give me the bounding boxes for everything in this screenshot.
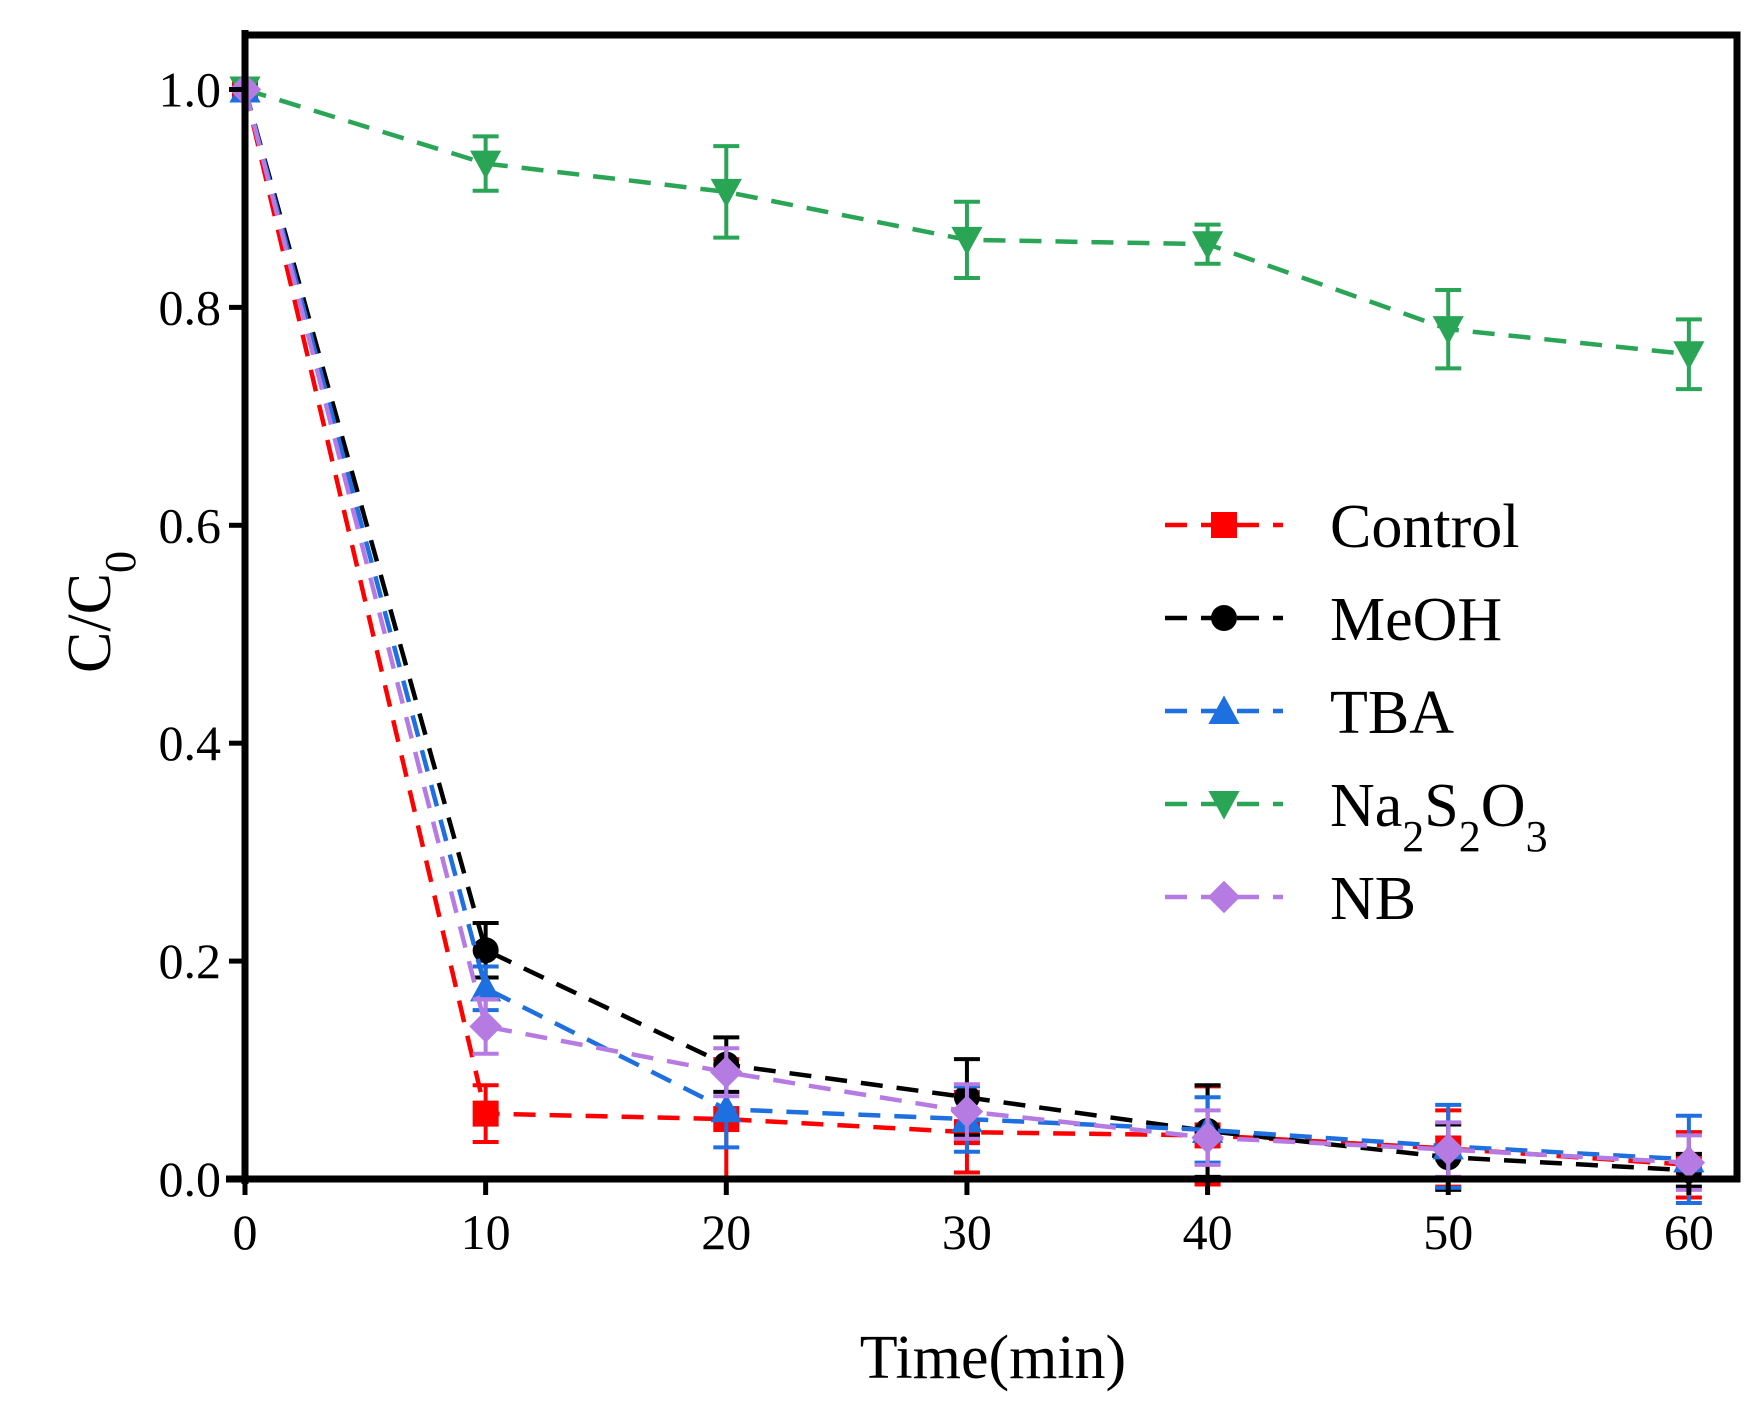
- x-ticks: 0 10 20 30 40 50 60: [233, 1179, 1714, 1260]
- tba-point: [710, 1093, 742, 1123]
- y-tick-label: 0.8: [159, 279, 222, 335]
- na2s2o3-point: [1432, 316, 1464, 345]
- na2s2o3-point: [710, 178, 742, 208]
- meoh-point: [472, 937, 499, 964]
- y-tick-label: 0.2: [159, 933, 222, 989]
- legend-label: Control: [1330, 493, 1519, 561]
- nb-point: [1431, 1133, 1465, 1166]
- x-tick-label: 50: [1423, 1204, 1473, 1260]
- series-nb: [228, 73, 1706, 1192]
- x-tick-label: 0: [233, 1204, 258, 1260]
- x-tick-label: 10: [461, 1204, 511, 1260]
- legend-marker: [1208, 791, 1240, 820]
- y-tick-label: 1.0: [159, 61, 222, 117]
- tba-point: [470, 972, 502, 1002]
- legend-marker: [1208, 695, 1240, 724]
- na2s2o3-point: [951, 226, 983, 256]
- legend-label: TBA: [1330, 679, 1454, 747]
- series-na2s2o3: [229, 76, 1705, 392]
- x-axis-title: Time(min): [860, 1324, 1126, 1392]
- legend-marker: [1211, 605, 1237, 631]
- na2s2o3-point: [1191, 231, 1224, 260]
- legend-item-na2s2o3: Na2S2O3: [1165, 772, 1548, 861]
- legend-marker: [1207, 880, 1241, 914]
- na2s2o3-point: [470, 150, 502, 180]
- legend-label: MeOH: [1330, 586, 1502, 654]
- y-axis-title: C/C0: [56, 551, 145, 673]
- legend-item-meoh: MeOH: [1165, 586, 1502, 654]
- x-tick-label: 30: [942, 1204, 992, 1260]
- nb-point: [950, 1095, 984, 1128]
- nb-point: [710, 1055, 743, 1089]
- y-tick-label: 0.4: [159, 715, 222, 771]
- na2s2o3-point: [1673, 341, 1705, 370]
- y-tick-label: 0.0: [159, 1151, 222, 1207]
- x-tick-label: 20: [701, 1204, 751, 1260]
- y-tick-label: 0.6: [159, 497, 222, 553]
- plot-frame: [241, 31, 1741, 1183]
- nb-point: [1672, 1146, 1706, 1179]
- y-axis-title-sub: 0: [96, 551, 145, 573]
- legend-item-nb: NB: [1165, 865, 1416, 933]
- x-tick-label: 60: [1664, 1204, 1714, 1260]
- series-layer: [228, 73, 1706, 1205]
- legend-item-tba: TBA: [1165, 679, 1454, 747]
- legend-label: NB: [1330, 865, 1416, 933]
- legend-item-control: Control: [1165, 493, 1519, 561]
- control-point: [472, 1100, 499, 1127]
- x-tick-label: 40: [1183, 1204, 1233, 1260]
- y-ticks: 0.0 0.2 0.4 0.6 0.8 1.0: [159, 61, 245, 1207]
- nb-point: [1191, 1121, 1224, 1154]
- legend-marker: [1211, 512, 1237, 538]
- y-axis-title-main: C/C: [56, 573, 124, 673]
- nb-point: [469, 1010, 502, 1043]
- legend-label: Na2S2O3: [1330, 772, 1548, 861]
